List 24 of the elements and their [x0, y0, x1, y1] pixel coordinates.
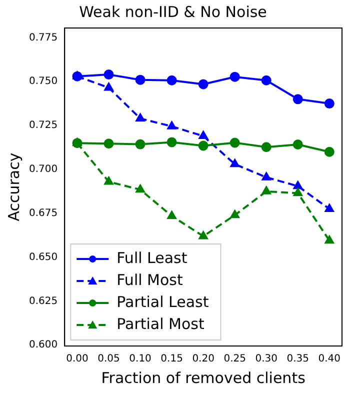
legend-label: Full Most	[116, 270, 183, 289]
legend-label: Partial Least	[116, 292, 209, 311]
y-tick-label: 0.750	[28, 76, 58, 88]
y-tick-label: 0.675	[28, 208, 58, 219]
y-tick-label: 0.700	[28, 164, 58, 176]
y-tick-label: 0.650	[28, 252, 58, 263]
x-tick-label: 0.05	[98, 354, 120, 365]
y-tick-label: 0.625	[28, 296, 58, 307]
x-tick-label: 0.10	[129, 354, 152, 365]
x-tick-label: 0.00	[66, 354, 88, 365]
x-tick-label: 0.40	[318, 354, 341, 365]
x-axis-title: Fraction of removed clients	[101, 368, 306, 387]
x-tick-label: 0.15	[160, 354, 183, 365]
x-tick-label: 0.25	[224, 354, 246, 365]
chart-title: Weak non-IID & No Noise	[79, 2, 267, 21]
y-tick-label: 0.725	[28, 120, 58, 132]
x-tick-label: 0.20	[192, 354, 214, 365]
legend-label: Full Least	[116, 248, 188, 267]
y-axis-title: Accuracy	[4, 152, 23, 222]
y-tick-label: 0.600	[28, 340, 58, 351]
legend-label: Partial Most	[116, 314, 204, 333]
x-tick-label: 0.35	[286, 354, 310, 365]
x-tick-label: 0.30	[255, 354, 278, 365]
y-tick-label: 0.775	[28, 32, 58, 44]
